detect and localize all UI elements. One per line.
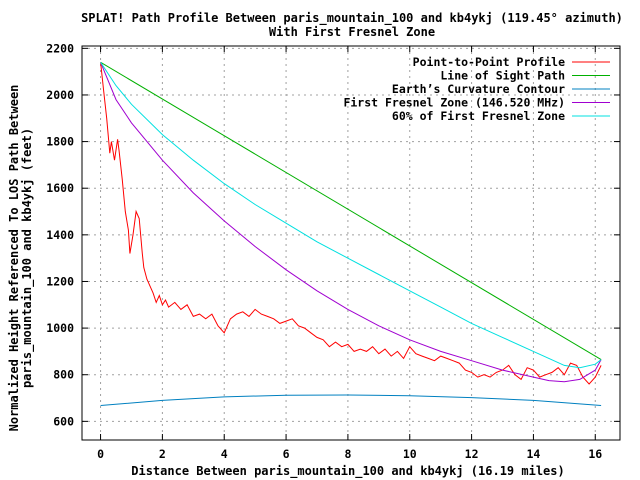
legend-label: First Fresnel Zone (146.520 MHz): [343, 96, 565, 110]
legend-label: Line of Sight Path: [440, 69, 565, 83]
chart-subtitle: With First Fresnel Zone: [269, 25, 435, 39]
x-axis-label: Distance Between paris_mountain_100 and …: [131, 464, 564, 479]
y-tick-label: 1000: [46, 321, 74, 335]
x-axis-ticks: 0 2 4 6 8 10 12 14 16: [97, 46, 602, 461]
y-tick-label: 1400: [46, 228, 74, 242]
x-tick-label: 14: [526, 447, 540, 461]
x-tick-label: 10: [403, 447, 417, 461]
y-axis-label-line2: paris_mountain_100 and kb4ykj (feet): [20, 128, 35, 388]
y-tick-label: 1200: [46, 274, 74, 288]
y-axis-ticks: 600 800 1000 1200 1400 1600 1800 2000 2200: [46, 41, 620, 428]
x-tick-label: 12: [465, 447, 479, 461]
series-layer: [100, 61, 602, 406]
x-tick-label: 0: [97, 447, 104, 461]
y-tick-label: 2000: [46, 88, 74, 102]
legend-label: 60% of First Fresnel Zone: [392, 109, 565, 123]
x-tick-label: 2: [159, 447, 166, 461]
y-tick-label: 2200: [46, 41, 74, 55]
plot-border: [81, 45, 621, 441]
y-tick-label: 1600: [46, 181, 74, 195]
x-tick-label: 4: [221, 447, 228, 461]
y-tick-label: 800: [53, 368, 74, 382]
y-tick-label: 600: [53, 414, 74, 428]
y-tick-label: 1800: [46, 135, 74, 149]
legend-label: Earth’s Curvature Contour: [392, 82, 565, 96]
series-line: [100, 62, 602, 369]
plot-frame: [81, 45, 621, 441]
series-line: [100, 62, 602, 385]
x-tick-label: 8: [344, 447, 351, 461]
series-line: [100, 394, 602, 406]
y-axis-label-line1: Normalized Height Referenced To LOS Path…: [7, 85, 21, 432]
x-tick-label: 6: [283, 447, 290, 461]
chart-title: SPLAT! Path Profile Between paris_mounta…: [81, 11, 623, 26]
series-line: [100, 61, 602, 361]
x-tick-label: 16: [588, 447, 602, 461]
series-line: [100, 62, 602, 383]
legend-label: Point-to-Point Profile: [413, 55, 565, 69]
